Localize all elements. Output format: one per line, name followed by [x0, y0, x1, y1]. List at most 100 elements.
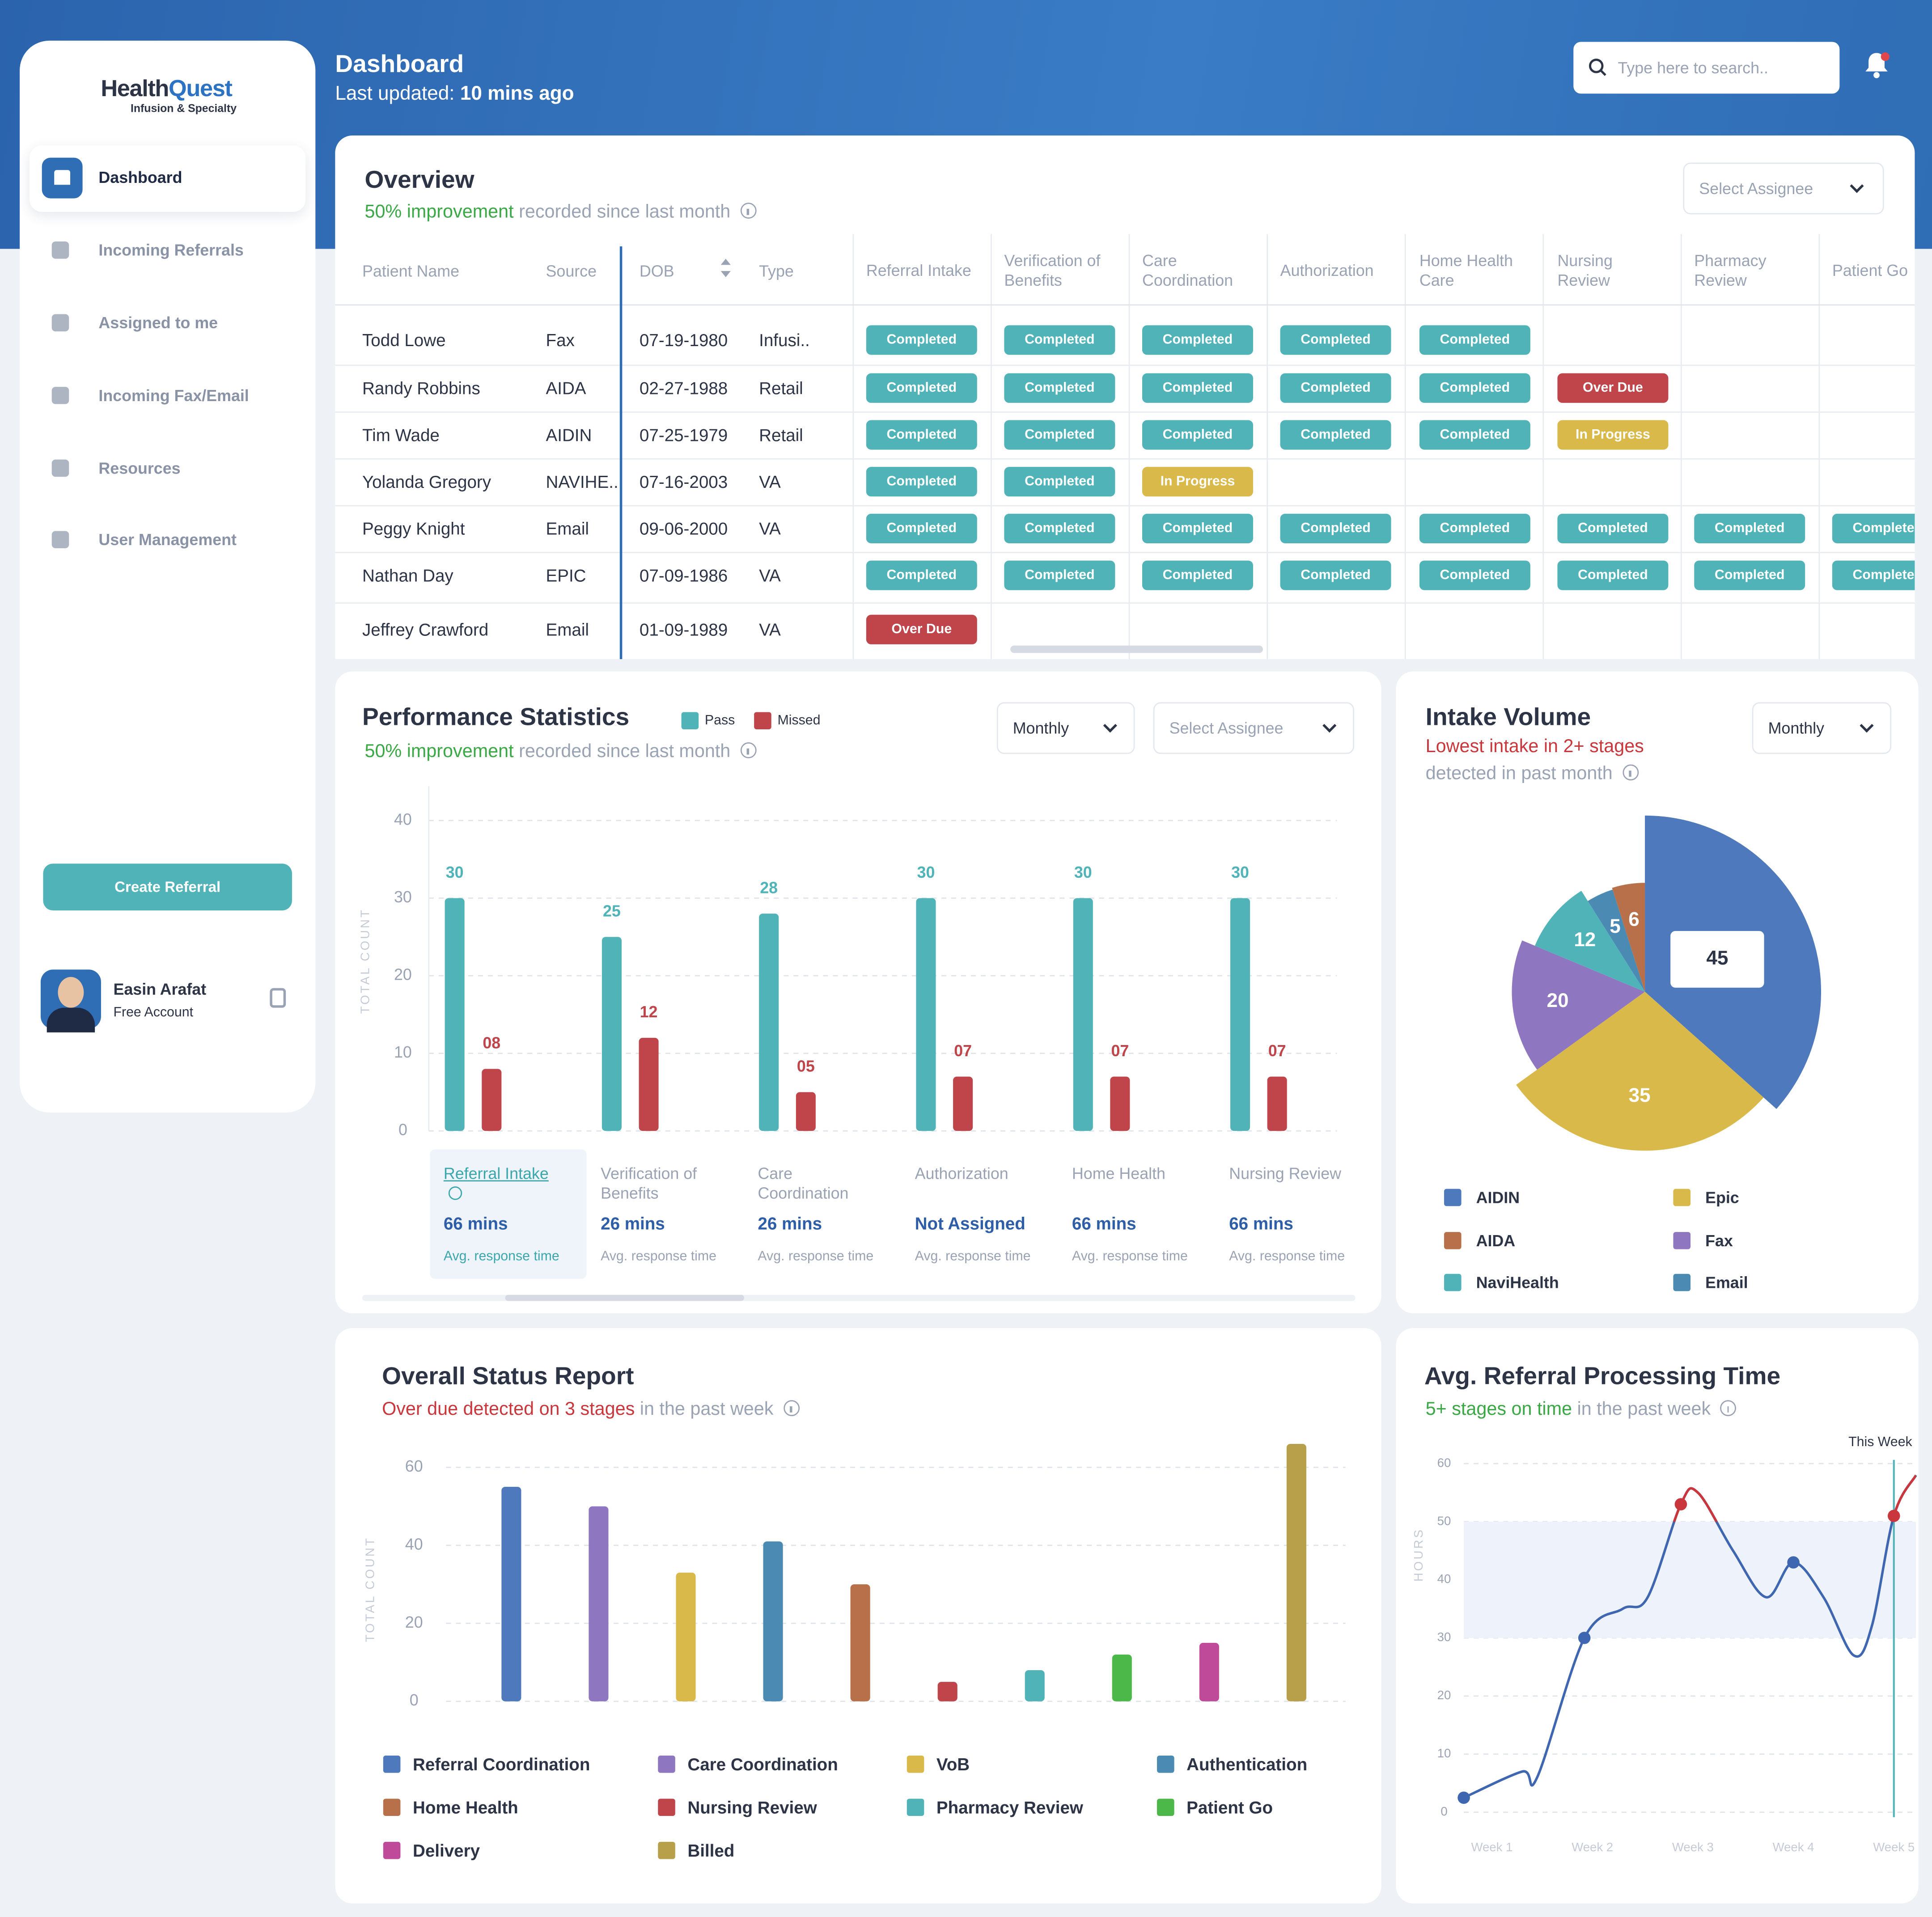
cell: Email [546, 518, 589, 538]
column-header: Source [546, 262, 597, 280]
status-label: In Progress [1160, 474, 1235, 489]
nav-icon [51, 314, 69, 332]
overview-subtitle: 50% improvement recorded since last mont… [365, 201, 757, 222]
pie-slice [1516, 991, 1764, 1151]
x-tick-label: Authorization [915, 1164, 1008, 1183]
point [1674, 1498, 1687, 1511]
status-badge [1419, 560, 1530, 590]
column-header: Patient Go [1832, 261, 1908, 280]
legend-label: AIDIN [1476, 1188, 1520, 1207]
legend-label: Email [1705, 1273, 1748, 1292]
value-label: 07 [954, 1042, 972, 1060]
cell: 07-19-1980 [639, 330, 728, 350]
assignee-select[interactable] [1683, 162, 1884, 215]
legend-label: Fax [1705, 1231, 1733, 1249]
legend-label: Referral Coordination [412, 1754, 590, 1774]
response-time: 66 mins [443, 1213, 508, 1233]
updated-value: 10 mins ago [460, 84, 574, 105]
status-badge [1280, 560, 1391, 590]
status-label: Completed [1301, 381, 1371, 396]
legend-label: Delivery [412, 1841, 480, 1861]
sidebar [20, 40, 316, 1113]
value-label: 08 [483, 1034, 500, 1052]
dropdown[interactable] [996, 702, 1135, 754]
avatar-body [47, 1007, 95, 1033]
cell: 07-16-2003 [639, 472, 728, 492]
response-time: Not Assigned [915, 1213, 1025, 1233]
nav-icon [51, 241, 69, 259]
status-badge [866, 373, 977, 403]
card-subtitle: 5+ stages on time in the past week [1426, 1399, 1737, 1420]
search-box[interactable] [1573, 42, 1840, 94]
status-badge [1419, 513, 1530, 543]
slice-label: 35 [1629, 1084, 1651, 1106]
create-referral-button[interactable] [43, 863, 292, 911]
nav-item[interactable]: Incoming Referrals [98, 241, 244, 259]
column-header: Referral Intake [866, 261, 971, 280]
scrollbar[interactable] [1010, 645, 1263, 653]
cell: AIDA [546, 378, 586, 398]
h-scroll-thumb[interactable] [505, 1295, 745, 1301]
bar [482, 1069, 502, 1131]
status-label: Completed [1578, 521, 1648, 536]
cell: 09-06-2000 [639, 518, 728, 538]
status-badge [1004, 467, 1115, 497]
status-badge [1004, 513, 1115, 543]
y-tick-label: 20 [394, 965, 412, 983]
pie-slice [1534, 891, 1645, 992]
dropdown[interactable] [1752, 702, 1892, 754]
bar [1073, 898, 1093, 1131]
cell: Tim Wade [362, 425, 440, 445]
cell: Fax [546, 330, 575, 350]
slice-label-box [1670, 931, 1764, 988]
response-time: 66 mins [1229, 1213, 1293, 1233]
nav-item[interactable]: Incoming Fax/Email [98, 386, 249, 405]
nav-item[interactable]: Dashboard [98, 168, 182, 187]
y-tick-label: 10 [1437, 1746, 1451, 1760]
logout-icon[interactable] [270, 988, 286, 1008]
status-label: Completed [1852, 521, 1915, 536]
column-header: Home Health Care [1419, 251, 1513, 290]
nav-icon [51, 387, 69, 404]
nav-icon [51, 459, 69, 477]
nav-item[interactable]: Assigned to me [98, 313, 218, 332]
status-badge [1280, 420, 1391, 450]
status-badge [1004, 560, 1115, 590]
legend-swatch [907, 1799, 924, 1816]
info-icon [740, 203, 757, 219]
bar [763, 1541, 783, 1701]
nav-item[interactable]: User Management [98, 530, 237, 549]
status-badge [1004, 420, 1115, 450]
y-axis-label: TOTAL COUNT [358, 908, 372, 1014]
value-label: 07 [1111, 1042, 1129, 1060]
cell: Peggy Knight [362, 518, 465, 538]
x-tick-label: Home Health [1072, 1164, 1165, 1183]
legend-label: Home Health [412, 1797, 518, 1817]
bell-icon[interactable] [1858, 47, 1895, 84]
y-tick-label: 0 [1441, 1804, 1447, 1818]
page-title: Dashboard [335, 51, 464, 78]
status-label: Over Due [1583, 381, 1643, 396]
info-icon [1622, 764, 1639, 781]
x-tick-label[interactable]: Referral Intake [444, 1164, 557, 1204]
search-placeholder: Type here to search.. [1618, 58, 1768, 77]
bar [676, 1572, 696, 1701]
status-label: Over Due [891, 622, 952, 637]
point [1578, 1632, 1591, 1644]
column-header: DOB [639, 262, 674, 280]
value-label: 12 [640, 1003, 658, 1021]
legend-swatch [1673, 1231, 1690, 1249]
last-updated: Last updated: 10 mins ago [335, 84, 574, 106]
create-referral-label[interactable]: Create Referral [114, 878, 221, 896]
y-tick-label: 0 [410, 1691, 419, 1709]
value-label: 05 [797, 1058, 815, 1075]
status-badge [1832, 560, 1915, 590]
status-label: Completed [1162, 521, 1233, 536]
dropdown[interactable] [1153, 702, 1354, 754]
sort-down [720, 271, 731, 277]
value-label: 30 [917, 863, 935, 881]
point [1457, 1791, 1470, 1804]
status-label: Completed [1025, 332, 1095, 347]
nav-item[interactable]: Resources [98, 459, 181, 478]
cell: VA [759, 619, 781, 639]
